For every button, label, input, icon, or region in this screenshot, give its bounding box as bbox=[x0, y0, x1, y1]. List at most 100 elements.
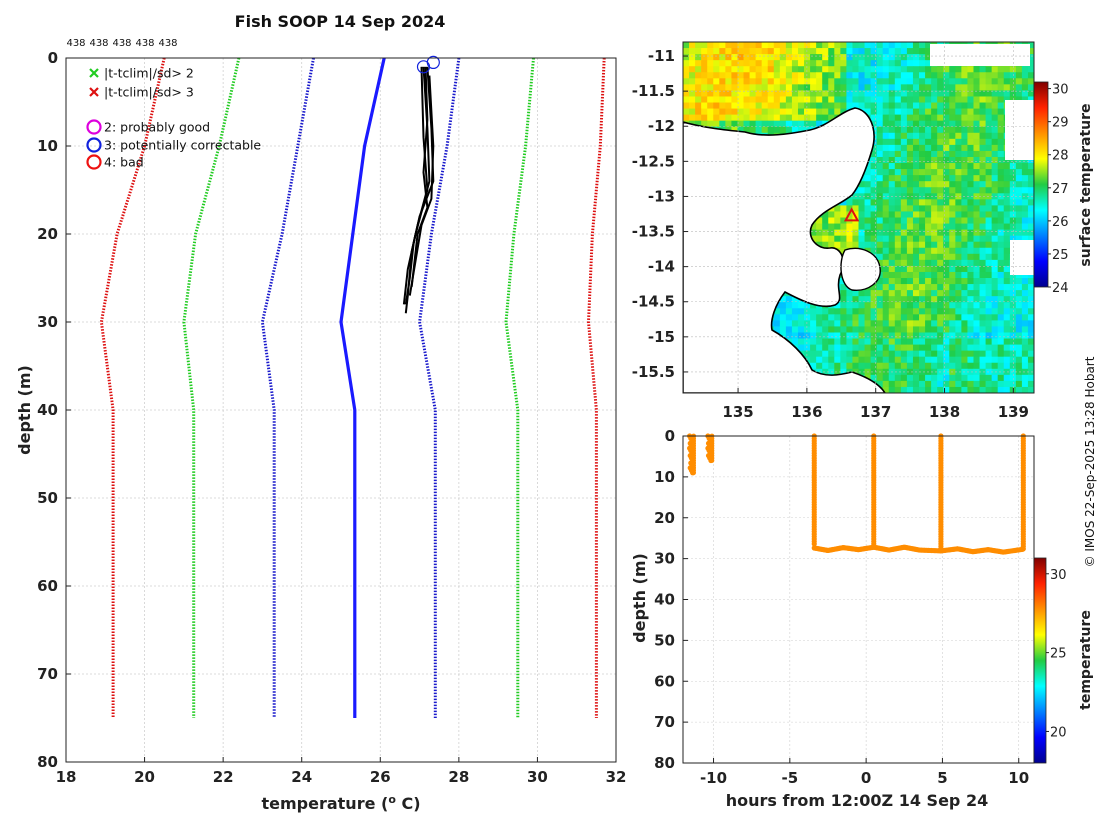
map-cell bbox=[888, 138, 896, 146]
map-cell bbox=[967, 169, 974, 176]
map-cell bbox=[949, 259, 956, 267]
map-cell bbox=[1027, 72, 1034, 79]
map-cell bbox=[967, 344, 974, 352]
map-cell bbox=[804, 338, 811, 345]
map-cell bbox=[979, 235, 986, 243]
map-cell bbox=[943, 102, 950, 109]
map-cell bbox=[828, 90, 835, 97]
map-cell bbox=[985, 205, 993, 212]
map-cell bbox=[689, 90, 696, 97]
map-cell bbox=[1027, 320, 1034, 327]
map-cell bbox=[840, 290, 847, 297]
map-cell bbox=[1021, 235, 1029, 243]
map-cell bbox=[949, 356, 956, 364]
map-cell bbox=[967, 211, 974, 218]
map-cell bbox=[761, 84, 769, 91]
map-cell bbox=[973, 296, 980, 303]
map-cell bbox=[955, 259, 962, 267]
map-cell bbox=[937, 326, 944, 333]
map-cell bbox=[810, 344, 817, 352]
map-cell bbox=[919, 66, 926, 73]
map-cell bbox=[713, 84, 720, 91]
map-cell bbox=[985, 386, 993, 393]
map-cell bbox=[894, 271, 902, 279]
map-cell bbox=[931, 296, 938, 303]
map-cell bbox=[834, 78, 841, 85]
map-y-tick-label: -15 bbox=[648, 328, 675, 346]
map-cell bbox=[701, 120, 708, 128]
map-cell bbox=[925, 338, 932, 345]
map-cell bbox=[979, 356, 986, 364]
map-cell bbox=[1009, 320, 1017, 327]
map-cell bbox=[937, 253, 944, 261]
map-cell bbox=[683, 48, 690, 55]
map-cell bbox=[852, 42, 859, 49]
map-land-gulf bbox=[683, 107, 886, 393]
map-cell bbox=[882, 181, 890, 188]
map-cell bbox=[683, 84, 690, 91]
map-cell bbox=[997, 150, 1005, 158]
map-cell bbox=[731, 84, 738, 91]
map-cell bbox=[967, 102, 974, 109]
map-cell bbox=[931, 374, 938, 382]
map-cell bbox=[797, 96, 805, 103]
figure-title: Fish SOOP 14 Sep 2024 bbox=[235, 12, 446, 31]
map-cell bbox=[961, 66, 968, 73]
map-cell bbox=[973, 241, 980, 249]
map-cell bbox=[997, 380, 1005, 388]
map-cell bbox=[900, 114, 908, 122]
map-cell bbox=[840, 320, 847, 327]
map-cell bbox=[888, 235, 896, 243]
map-cell bbox=[713, 120, 720, 128]
map-cell bbox=[961, 265, 968, 273]
map-cell bbox=[991, 217, 999, 224]
map-cell bbox=[949, 326, 956, 333]
map-cell bbox=[870, 338, 878, 345]
map-cell bbox=[906, 241, 914, 249]
map-cell bbox=[816, 108, 823, 116]
map-cell bbox=[846, 308, 853, 315]
map-cell bbox=[737, 114, 744, 122]
map-cell bbox=[991, 344, 999, 352]
legend-marker-x bbox=[89, 68, 99, 78]
map-cell bbox=[943, 386, 950, 393]
map-cell bbox=[919, 72, 926, 79]
map-cell bbox=[761, 60, 769, 67]
section-colorbar-tick-label: 20 bbox=[1050, 725, 1067, 740]
map-cell bbox=[906, 102, 914, 109]
map-cell bbox=[864, 48, 871, 55]
map-cell bbox=[906, 308, 914, 315]
map-cell bbox=[731, 90, 738, 97]
map-cell bbox=[912, 96, 920, 103]
map-cell bbox=[894, 314, 902, 321]
map-cell bbox=[858, 84, 865, 91]
map-cell bbox=[973, 72, 980, 79]
map-cell bbox=[882, 265, 890, 273]
map-cell bbox=[997, 84, 1005, 91]
map-cell bbox=[943, 72, 950, 79]
map-cell bbox=[761, 102, 769, 109]
map-cell bbox=[949, 338, 956, 345]
profile-y-tick-label: 30 bbox=[37, 313, 58, 331]
map-cell bbox=[1021, 211, 1029, 218]
map-cell bbox=[961, 205, 968, 212]
map-cell bbox=[955, 247, 962, 255]
map-cell bbox=[997, 199, 1005, 206]
map-cell bbox=[864, 66, 871, 73]
map-cell bbox=[1009, 66, 1017, 73]
map-cell bbox=[1021, 302, 1029, 309]
map-cell bbox=[876, 199, 884, 206]
map-cell bbox=[840, 235, 847, 243]
map-cell bbox=[979, 320, 986, 327]
map-cell bbox=[900, 386, 908, 393]
map-cell bbox=[985, 350, 993, 358]
profile-series-line-7 bbox=[587, 57, 606, 718]
map-cell bbox=[870, 229, 878, 237]
map-cell bbox=[925, 66, 932, 73]
map-cell bbox=[991, 132, 999, 140]
map-y-ticks: -11-11.5-12-12.5-13-13.5-14-14.5-15-15.5 bbox=[632, 47, 688, 381]
map-cell bbox=[852, 223, 859, 230]
map-cell bbox=[900, 265, 908, 273]
map-cell bbox=[919, 259, 926, 267]
map-cell bbox=[991, 229, 999, 237]
